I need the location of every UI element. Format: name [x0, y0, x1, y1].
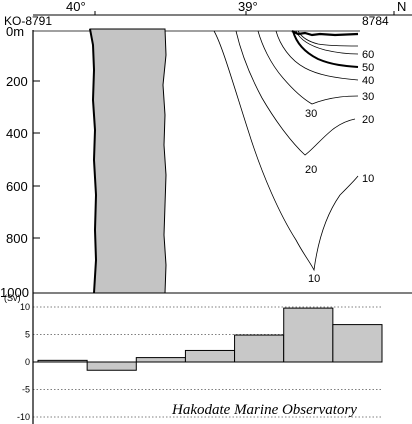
section-panel: 40° 39° N KO-8791 8784 0m 200 400 600 80…: [0, 0, 412, 300]
contour-label-30a: 30: [362, 91, 374, 103]
contour-label-20a: 20: [362, 114, 374, 126]
station-left-label: KO-8791: [4, 14, 52, 28]
contour-20: [235, 30, 356, 156]
contour-label-50: 50: [362, 62, 374, 74]
lat-tick-40: 40°: [66, 0, 86, 14]
contour-label-30b: 30: [305, 108, 317, 120]
depth-label-400: 400: [6, 126, 28, 141]
bar: [332, 324, 383, 363]
lat-tick-n: N: [397, 0, 406, 14]
bar: [283, 307, 334, 363]
bar: [135, 357, 186, 363]
contour-label-40: 40: [362, 75, 374, 87]
contour-label-60: 60: [362, 49, 374, 61]
depth-label-1000: 1000: [0, 285, 29, 300]
contour-label-20b: 20: [305, 164, 317, 176]
bar-ytick-label: 0: [25, 357, 30, 367]
contour-40: [275, 30, 359, 81]
depth-label-800: 800: [6, 231, 28, 246]
bar-ytick-label: -10: [17, 412, 30, 422]
bar: [234, 334, 285, 363]
depth-label-600: 600: [6, 179, 28, 194]
bar: [86, 361, 137, 371]
bar-ytick-label: 10: [20, 302, 30, 312]
contour-label-10a: 10: [362, 173, 374, 185]
contour-10: [213, 30, 359, 272]
contour-surface-inner: [297, 30, 359, 47]
contour-60: [295, 30, 359, 55]
depth-label-0m: 0m: [6, 24, 24, 39]
bar-ytick-label: 5: [25, 330, 30, 340]
bar-ticks: 10 5 0 -5 -10: [17, 302, 30, 422]
contour-label-10b: 10: [308, 273, 320, 285]
contour-50: [292, 30, 359, 68]
depth-label-200: 200: [6, 74, 28, 89]
contour-30: [257, 30, 359, 105]
bar-panel: (Sv) 10 5 0 -5 -10 Hakodate Marine Observato…: [4, 293, 383, 424]
bars: [37, 307, 383, 371]
contour-surface-cluster: [291, 30, 359, 37]
credit-text: Hakodate Marine Observatory: [171, 402, 357, 418]
bar: [37, 359, 88, 363]
bar-ytick-label: -5: [22, 385, 30, 395]
lat-tick-39: 39°: [238, 0, 258, 14]
station-right-label: 8784: [362, 14, 389, 28]
shaded-band-left-edge: [89, 28, 98, 294]
bar-ylabel: (Sv): [4, 293, 21, 303]
shaded-band: [89, 28, 167, 294]
bar: [184, 349, 236, 363]
